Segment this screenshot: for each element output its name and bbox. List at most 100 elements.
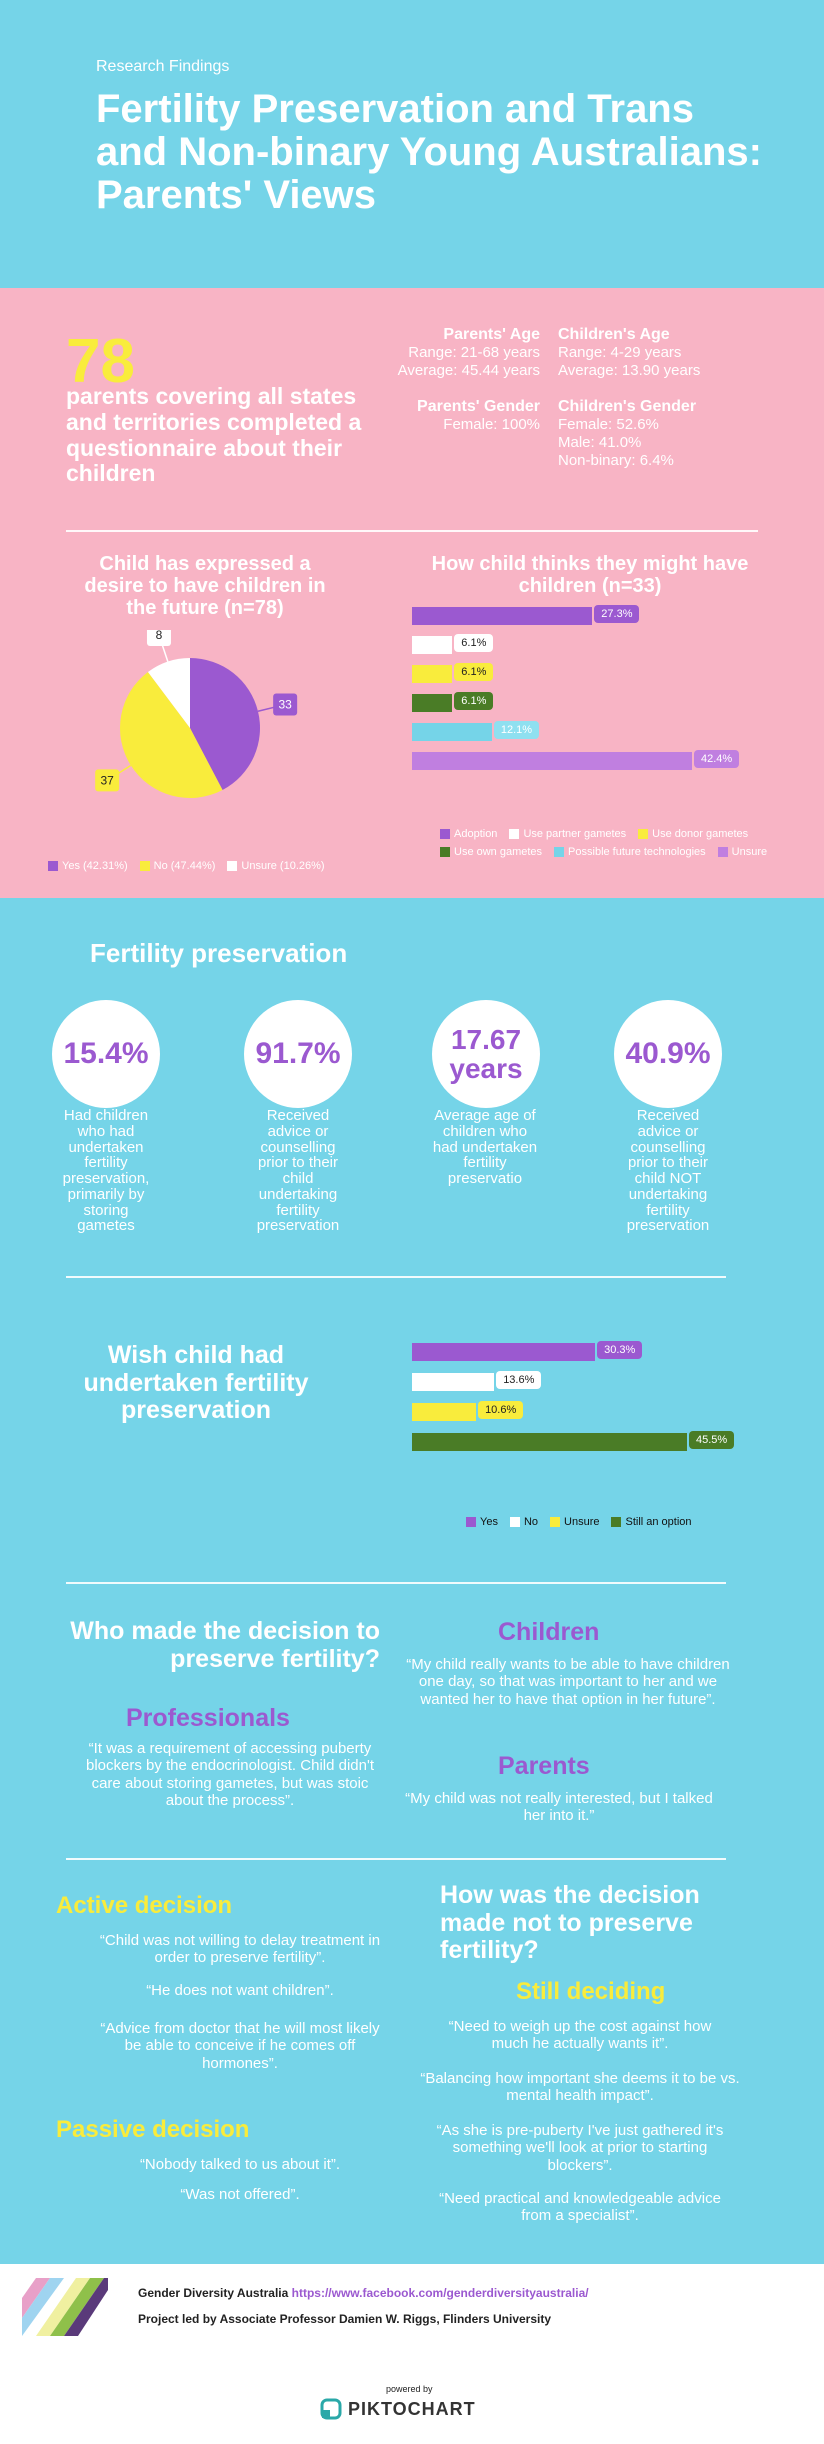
piktochart-icon — [320, 2398, 342, 2420]
bar-unsure — [412, 1403, 477, 1421]
bar-value-label: 42.4% — [694, 750, 740, 768]
divider — [66, 1858, 726, 1860]
children-age-block: Children's Age Range: 4-29 years Average… — [558, 326, 758, 380]
children-gender-block: Children's Gender Female: 52.6% Male: 41… — [558, 398, 758, 470]
bar-chart-1-legend: Adoption Use partner gametes Use donor g… — [440, 828, 810, 858]
stat-desc-3: Average age of children who had undertak… — [432, 1107, 538, 1187]
kicker: Research Findings — [96, 58, 230, 75]
pie-label-box — [95, 769, 120, 792]
children-gender-female: Female: 52.6% — [558, 416, 659, 433]
stat-desc-2: Received advice or counselling prior to … — [256, 1107, 340, 1235]
legend-item-unsure: Unsure — [550, 1516, 599, 1528]
legend-item-unsure: Unsure — [717, 846, 767, 858]
legend-item-no: No (47.44%) — [139, 860, 215, 872]
active-quote-2: “He does not want children”. — [146, 1982, 334, 1999]
parents-gender-heading: Parents' Gender — [417, 398, 540, 415]
parents-quote: “My child was not really interested, but… — [405, 1790, 713, 1825]
piktochart-logo[interactable]: PIKTOCHART — [320, 2398, 476, 2420]
active-quote-1: “Child was not willing to delay treatmen… — [99, 1932, 381, 1967]
bar-chart-2-title: Wish child had undertaken fertility pres… — [83, 1341, 309, 1424]
legend-item-unsure: Unsure (10.26%) — [227, 860, 325, 872]
professionals-heading: Professionals — [126, 1704, 290, 1732]
professionals-quote: “It was a requirement of accessing puber… — [85, 1740, 375, 1809]
parents-heading: Parents — [498, 1752, 590, 1780]
findings-section — [0, 898, 824, 2264]
stat-circle-2: 91.7% — [244, 1000, 352, 1108]
pie-slice-yes — [190, 658, 260, 790]
footer — [0, 2264, 824, 2444]
children-age-average: Average: 13.90 years — [558, 362, 701, 379]
children-gender-male: Male: 41.0% — [558, 434, 642, 451]
stat-desc-4: Received advice or counselling prior to … — [626, 1107, 710, 1235]
bar-value-label: 6.1% — [454, 634, 494, 652]
not-preserve-title: How was the decision made not to preserv… — [440, 1881, 700, 1964]
pie-label: 33 — [278, 698, 292, 712]
bar-possible-future-technologies — [412, 723, 492, 741]
parents-age-average: Average: 45.44 years — [397, 362, 540, 379]
bar-value-label: 30.3% — [597, 1341, 643, 1359]
bar-still-an-option — [412, 1433, 687, 1451]
active-decision-heading: Active decision — [56, 1892, 233, 1919]
still-quote-1: “Need to weigh up the cost against how m… — [448, 2018, 712, 2053]
powered-by-label: powered by — [386, 2384, 433, 2394]
pie-label-box — [273, 693, 298, 716]
bar-value-label: 13.6% — [496, 1371, 542, 1389]
passive-quote-1: “Nobody talked to us about it”. — [139, 2156, 341, 2173]
org-link[interactable]: https://www.facebook.com/genderdiversity… — [291, 2286, 589, 2300]
parents-age-range: Range: 21-68 years — [408, 344, 540, 361]
stat-desc-1: Had children who had undertaken fertilit… — [62, 1107, 150, 1235]
pie-label: 8 — [156, 630, 163, 642]
bar-adoption — [412, 607, 593, 625]
divider — [66, 1276, 726, 1278]
bar-value-label: 27.3% — [594, 605, 640, 623]
bar-value-label: 12.1% — [493, 721, 540, 739]
children-quote: “My child really wants to be able to hav… — [406, 1656, 730, 1708]
stat-circle-4: 40.9% — [614, 1000, 722, 1108]
parents-gender-female: Female: 100% — [443, 416, 540, 433]
pie-slice-unsure — [147, 658, 190, 728]
still-quote-4: “Need practical and knowledgeable advice… — [439, 2190, 721, 2225]
bar-value-label: 6.1% — [454, 692, 494, 710]
project-credit: Project led by Associate Professor Damie… — [138, 2312, 552, 2326]
parents-age-heading: Parents' Age — [443, 326, 540, 343]
children-age-range: Range: 4-29 years — [558, 344, 682, 361]
footer-org-line: Gender Diversity Australia https://www.f… — [138, 2286, 589, 2300]
bar-yes — [412, 1343, 596, 1361]
bar-no — [412, 1373, 495, 1391]
bar-chart-2-legend: Yes No Unsure Still an option — [466, 1516, 704, 1528]
decision-title: Who made the decision to preserve fertil… — [70, 1617, 380, 1673]
pie-chart-title: Child has expressed a desire to have chi… — [84, 553, 326, 619]
bar-chart-1-title: How child thinks they might have childre… — [431, 553, 749, 597]
parents-age-block: Parents' Age Range: 21-68 years Average:… — [340, 326, 540, 380]
parents-gender-block: Parents' Gender Female: 100% — [340, 398, 540, 434]
bar-use-own-gametes — [412, 694, 453, 712]
children-gender-nonbinary: Non-binary: 6.4% — [558, 452, 674, 469]
stat-circle-3: 17.67 years — [432, 1000, 540, 1108]
header-banner — [0, 0, 824, 288]
pie-chart: 33 37 8 — [95, 630, 298, 798]
bar-value-label: 6.1% — [454, 663, 494, 681]
legend-item-yes: Yes (42.31%) — [48, 860, 128, 872]
participant-description: parents covering all states and territor… — [66, 383, 362, 487]
divider — [66, 1582, 726, 1584]
bar-unsure — [412, 752, 692, 770]
legend-item-donor-gametes: Use donor gametes — [638, 828, 748, 840]
children-gender-heading: Children's Gender — [558, 398, 697, 415]
bar-value-label: 45.5% — [689, 1431, 735, 1449]
active-quote-3: “Advice from doctor that he will most li… — [100, 2020, 380, 2072]
legend-item-yes: Yes — [466, 1516, 498, 1528]
pie-legend: Yes (42.31%) No (47.44%) Unsure (10.26%) — [48, 860, 337, 872]
legend-item-still-option: Still an option — [611, 1516, 692, 1528]
piktochart-wordmark: PIKTOCHART — [348, 2398, 476, 2419]
overview-section — [0, 288, 824, 898]
legend-item-own-gametes: Use own gametes — [440, 846, 542, 858]
page-title: Fertility Preservation and Trans and Non… — [96, 87, 762, 218]
bar-use-partner-gametes — [412, 636, 453, 654]
children-age-heading: Children's Age — [558, 326, 670, 343]
stat-circle-1: 15.4% — [52, 1000, 160, 1108]
legend-item-adoption: Adoption — [440, 828, 497, 840]
org-name: Gender Diversity Australia — [138, 2286, 289, 2300]
fertility-title: Fertility preservation — [90, 938, 348, 968]
still-deciding-heading: Still deciding — [516, 1978, 666, 2005]
divider — [66, 530, 758, 532]
